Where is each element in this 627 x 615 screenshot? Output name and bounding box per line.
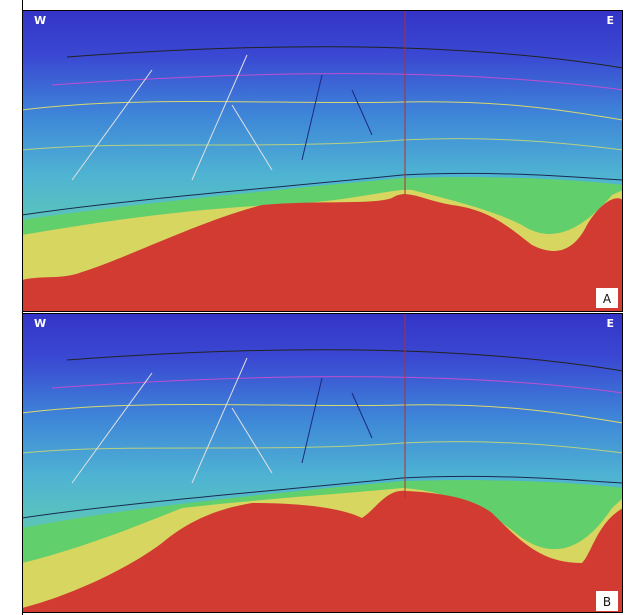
panel-b: W E B: [22, 313, 623, 613]
east-label: E: [606, 14, 614, 27]
figure: W E A W E B: [0, 0, 627, 615]
east-label: E: [606, 317, 614, 330]
west-label: W: [34, 14, 46, 27]
west-label: W: [34, 317, 46, 330]
page: W E A W E B (() => { const data = JSON.p…: [0, 0, 627, 615]
panel-label: B: [603, 595, 611, 609]
panel-label: A: [603, 292, 612, 306]
panel-a: W E A: [22, 10, 623, 312]
